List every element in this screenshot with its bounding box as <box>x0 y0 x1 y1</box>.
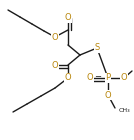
Text: O: O <box>105 90 111 100</box>
Text: O: O <box>52 60 58 69</box>
Text: O: O <box>87 74 93 82</box>
Text: O: O <box>121 74 127 82</box>
Text: O: O <box>52 32 58 41</box>
Text: O: O <box>65 13 71 23</box>
Text: O: O <box>65 74 71 82</box>
Text: P: P <box>105 74 111 82</box>
Text: S: S <box>94 44 100 52</box>
Text: =: = <box>94 74 101 82</box>
Text: CH₃: CH₃ <box>119 108 131 114</box>
